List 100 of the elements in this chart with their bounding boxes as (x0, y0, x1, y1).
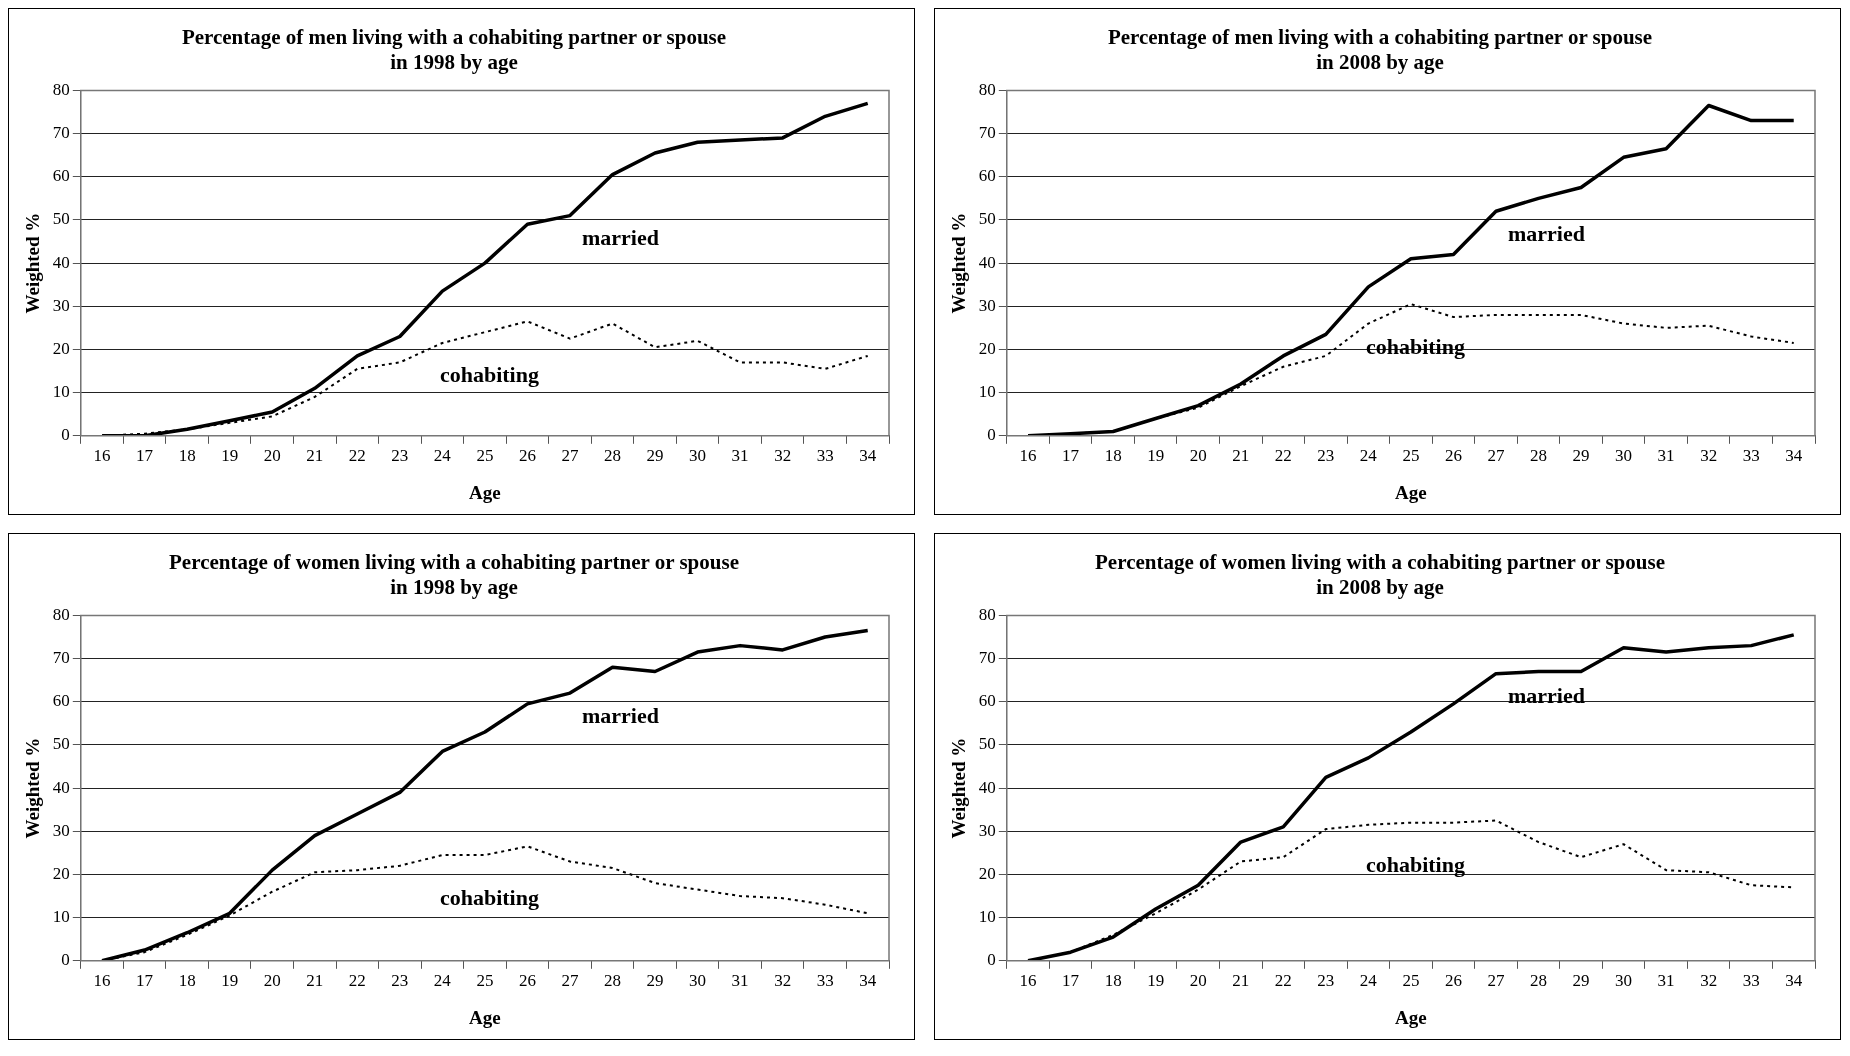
x-tick-label: 20 (1189, 971, 1207, 991)
y-tick-label: 10 (978, 907, 996, 927)
y-tick-label: 0 (987, 950, 996, 970)
chart-title: Percentage of men living with a cohabiting partner or spouse in 2008 by age (1107, 25, 1653, 75)
y-tick-label: 30 (978, 820, 996, 840)
x-tick-label: 28 (604, 446, 622, 466)
x-tick-label: 24 (433, 971, 452, 991)
y-tick-label: 50 (978, 734, 996, 754)
x-tick-label: 24 (1359, 446, 1378, 466)
x-tick-label: 31 (731, 971, 749, 991)
series-label: married (581, 225, 659, 251)
x-tick-label: 21 (306, 971, 324, 991)
y-tick-label: 20 (978, 863, 996, 883)
x-tick-label: 30 (1615, 446, 1633, 466)
y-tick-label: 0 (987, 425, 996, 445)
x-tick-label: 34 (859, 971, 877, 991)
x-tick-label: 31 (1657, 446, 1675, 466)
x-tick-label: 21 (1232, 971, 1250, 991)
x-tick-label: 29 (1572, 446, 1590, 466)
y-tick-label: 40 (52, 252, 70, 272)
x-tick-label: 27 (1487, 971, 1505, 991)
y-axis-title: Weighted % (22, 737, 44, 839)
y-axis-title: Weighted % (948, 737, 970, 839)
series-label: cohabiting (1365, 852, 1465, 878)
x-tick-label: 23 (1317, 971, 1335, 991)
y-tick-label: 80 (52, 79, 70, 99)
x-tick-label: 30 (689, 446, 707, 466)
x-tick-label: 21 (306, 446, 324, 466)
x-tick-label: 20 (263, 971, 281, 991)
x-tick-label: 28 (604, 971, 622, 991)
y-tick-label: 70 (52, 648, 70, 668)
x-tick-label: 33 (1742, 446, 1760, 466)
y-tick-label: 40 (52, 777, 70, 797)
y-tick-label: 0 (61, 425, 70, 445)
x-tick-label: 24 (1359, 971, 1378, 991)
y-tick-label: 60 (978, 691, 996, 711)
x-axis-title: Age (1395, 1006, 1427, 1028)
x-tick-label: 19 (221, 971, 239, 991)
y-tick-label: 20 (52, 863, 70, 883)
x-tick-label: 34 (859, 446, 877, 466)
x-tick-label: 25 (1402, 446, 1420, 466)
x-tick-label: 18 (178, 446, 196, 466)
x-tick-label: 19 (1147, 971, 1165, 991)
y-tick-label: 80 (978, 79, 996, 99)
x-tick-label: 28 (1530, 971, 1548, 991)
y-tick-label: 40 (978, 777, 996, 797)
y-tick-label: 70 (978, 648, 996, 668)
x-tick-label: 18 (1104, 971, 1122, 991)
x-tick-label: 33 (816, 971, 834, 991)
x-tick-label: 20 (263, 446, 281, 466)
x-axis-title: Age (469, 481, 501, 503)
x-tick-label: 17 (136, 971, 154, 991)
y-tick-label: 80 (978, 604, 996, 624)
x-tick-label: 33 (816, 446, 834, 466)
y-tick-label: 50 (52, 209, 70, 229)
y-axis-title: Weighted % (22, 212, 44, 314)
y-tick-label: 10 (978, 382, 996, 402)
y-tick-label: 40 (978, 252, 996, 272)
x-tick-label: 32 (774, 971, 792, 991)
x-tick-label: 23 (391, 446, 409, 466)
y-tick-label: 80 (52, 604, 70, 624)
x-tick-label: 29 (646, 446, 664, 466)
x-tick-label: 23 (1317, 446, 1335, 466)
y-tick-label: 10 (52, 907, 70, 927)
x-axis-title: Age (1395, 481, 1427, 503)
y-tick-label: 50 (52, 734, 70, 754)
x-tick-label: 27 (561, 971, 579, 991)
x-tick-label: 20 (1189, 446, 1207, 466)
x-tick-label: 19 (1147, 446, 1165, 466)
x-tick-label: 17 (1062, 446, 1080, 466)
y-tick-label: 30 (978, 295, 996, 315)
y-tick-label: 30 (52, 295, 70, 315)
x-tick-label: 33 (1742, 971, 1760, 991)
x-tick-label: 16 (93, 446, 111, 466)
x-tick-label: 22 (348, 446, 366, 466)
x-tick-label: 34 (1785, 971, 1803, 991)
x-tick-label: 17 (136, 446, 154, 466)
x-tick-label: 29 (646, 971, 664, 991)
x-tick-label: 32 (1700, 446, 1718, 466)
y-tick-label: 20 (978, 338, 996, 358)
x-axis-title: Age (469, 1006, 501, 1028)
x-tick-label: 16 (1019, 446, 1037, 466)
x-tick-label: 31 (731, 446, 749, 466)
chart-title: Percentage of women living with a cohabiting partner or spouse in 2008 by age (1095, 550, 1665, 600)
y-axis-title: Weighted % (948, 212, 970, 314)
x-tick-label: 25 (1402, 971, 1420, 991)
x-tick-label: 16 (93, 971, 111, 991)
x-tick-label: 26 (518, 446, 536, 466)
x-tick-label: 32 (774, 446, 792, 466)
y-tick-label: 50 (978, 209, 996, 229)
y-tick-label: 30 (52, 820, 70, 840)
chart-title: Percentage of men living with a cohabiting partner or spouse in 1998 by age (181, 25, 727, 75)
y-tick-label: 10 (52, 382, 70, 402)
x-tick-label: 23 (391, 971, 409, 991)
y-tick-label: 70 (52, 123, 70, 143)
x-tick-label: 27 (1487, 446, 1505, 466)
x-tick-label: 28 (1530, 446, 1548, 466)
series-label: married (1507, 220, 1585, 246)
x-tick-label: 26 (518, 971, 536, 991)
chart-title: Percentage of women living with a cohabiting partner or spouse in 1998 by age (169, 550, 739, 600)
